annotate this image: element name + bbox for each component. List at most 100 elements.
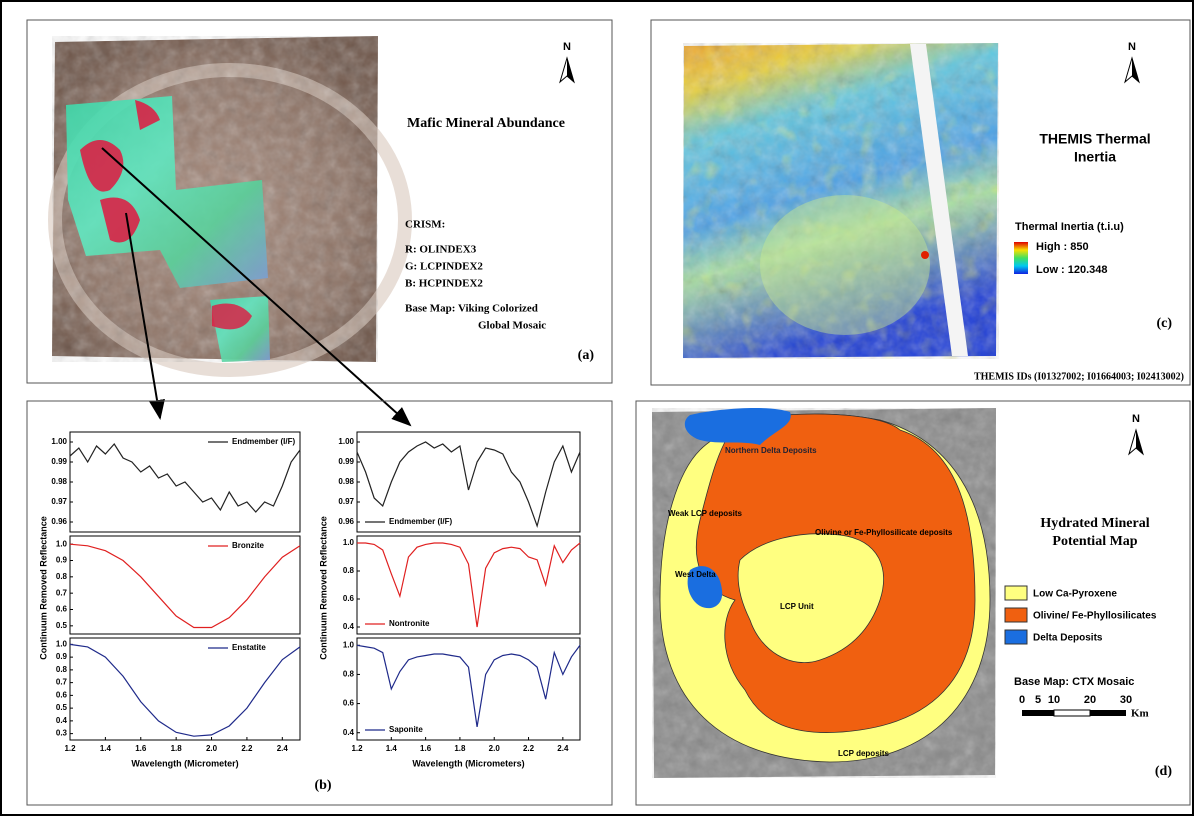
y-tick-label: 0.8: [343, 566, 355, 575]
x-tick-label: 1.2: [351, 744, 363, 753]
legend-swatch: [1005, 630, 1027, 644]
y-tick-label: 0.6: [343, 699, 355, 708]
x-axis-label: Wavelength (Micrometer): [131, 758, 238, 768]
x-tick-label: 2.2: [241, 744, 253, 753]
y-tick-label: 0.6: [56, 605, 68, 614]
legend-label: Saponite: [389, 725, 423, 734]
y-tick-label: 0.5: [56, 621, 68, 630]
panel-title: Potential Map: [1052, 534, 1137, 549]
y-tick-label: 0.3: [56, 729, 68, 738]
text: CRISM:: [405, 219, 445, 231]
y-tick-label: 0.7: [56, 678, 68, 687]
y-tick-label: 0.96: [338, 517, 354, 526]
scale-label: 30: [1120, 694, 1132, 706]
y-tick-label: 0.8: [56, 665, 68, 674]
north-label: N: [563, 41, 571, 53]
x-tick-label: 2.4: [557, 744, 569, 753]
y-tick-label: 0.6: [343, 594, 355, 603]
panel-title: Hydrated Mineral: [1040, 516, 1149, 531]
map-label: Weak LCP deposits: [668, 509, 743, 518]
y-tick-label: 0.9: [56, 652, 68, 661]
legend-swatch: [1005, 608, 1027, 622]
y-tick-label: 0.5: [56, 703, 68, 712]
legend-label: Delta Deposits: [1033, 633, 1103, 644]
x-tick-label: 1.6: [135, 744, 147, 753]
text: B: HCPINDEX2: [405, 278, 483, 290]
y-tick-label: 0.4: [343, 622, 355, 631]
page: {"panels":{ "a":{"title":"Mafic Mineral …: [0, 0, 1194, 821]
y-tick-label: 1.0: [343, 640, 355, 649]
y-tick-label: 0.8: [56, 572, 68, 581]
panel-label: (b): [314, 778, 331, 793]
x-tick-label: 1.2: [64, 744, 76, 753]
x-tick-label: 1.4: [100, 744, 112, 753]
legend-label: Low : 120.348: [1036, 264, 1108, 276]
legend-label: Bronzite: [232, 541, 265, 550]
scale-label: 5: [1035, 694, 1041, 706]
panel-label: (c): [1156, 316, 1172, 331]
scale-label: 10: [1048, 694, 1060, 706]
panel-label: (a): [578, 348, 595, 363]
scale-unit: Km: [1131, 708, 1149, 720]
y-tick-label: 1.0: [56, 639, 68, 648]
thermal-map: [683, 43, 999, 359]
legend-label: Endmember (I/F): [232, 437, 295, 446]
legend-title: Thermal Inertia (t.i.u): [1015, 221, 1124, 233]
y-tick-label: 0.9: [56, 556, 68, 565]
text: R: OLINDEX3: [405, 244, 477, 256]
map-label: West Delta: [675, 570, 716, 579]
y-tick-label: 1.0: [56, 539, 68, 548]
y-tick-label: 0.99: [338, 457, 354, 466]
y-tick-label: 0.96: [51, 517, 67, 526]
map-label: LCP deposits: [838, 749, 890, 758]
map-label: Olivine or Fe-Phyllosilicate deposits: [815, 528, 953, 537]
scale-bar: [1022, 710, 1126, 716]
scale-label: 20: [1084, 694, 1096, 706]
panel-title: Mafic Mineral Abundance: [407, 116, 565, 131]
y-tick-label: 0.8: [343, 670, 355, 679]
legend-label: Enstatite: [232, 643, 266, 652]
legend-label: Endmember (I/F): [389, 517, 452, 526]
ids: THEMIS IDs (I01327002; I01664003; I02413…: [974, 371, 1184, 382]
north-label: N: [1128, 41, 1136, 53]
mineral-map: [652, 408, 996, 778]
y-tick-label: 0.4: [56, 716, 68, 725]
base-map: Base Map: CTX Mosaic: [1014, 676, 1134, 688]
text: Base Map: Viking Colorized: [405, 303, 538, 315]
y-tick-label: 0.97: [51, 497, 67, 506]
north-label: N: [1132, 413, 1140, 425]
legend-label: High : 850: [1036, 241, 1089, 253]
figure: N Mafic Mineral Abundance CRISM: R: OLIN…: [0, 0, 1194, 816]
scale-label: 0: [1019, 694, 1025, 706]
x-tick-label: 1.8: [454, 744, 466, 753]
y-tick-label: 0.98: [338, 477, 354, 486]
map-label: LCP Unit: [780, 602, 814, 611]
x-tick-label: 1.4: [386, 744, 398, 753]
y-tick-label: 0.7: [56, 588, 68, 597]
x-tick-label: 1.6: [420, 744, 432, 753]
y-tick-label: 0.97: [338, 497, 354, 506]
x-tick-label: 2.0: [489, 744, 501, 753]
y-tick-label: 1.0: [343, 538, 355, 547]
text: Global Mosaic: [478, 320, 546, 332]
y-tick-label: 0.98: [51, 477, 67, 486]
crater-map: [52, 36, 405, 370]
y-axis-label: Continuum Removed Reflectance: [318, 516, 328, 660]
x-tick-label: 2.0: [206, 744, 218, 753]
y-axis-label: Continuum Removed Reflectance: [38, 516, 48, 660]
x-tick-label: 2.2: [523, 744, 535, 753]
panel-title: THEMIS Thermal: [1039, 131, 1150, 147]
y-tick-label: 0.99: [51, 457, 67, 466]
y-tick-label: 0.4: [343, 728, 355, 737]
x-tick-label: 2.4: [277, 744, 289, 753]
map-label: Northern Delta Deposits: [725, 446, 817, 455]
text: G: LCPINDEX2: [405, 261, 483, 273]
y-tick-label: 1.00: [51, 437, 67, 446]
panel-title: Inertia: [1074, 149, 1116, 165]
x-axis-label: Wavelength (Micrometers): [412, 758, 524, 768]
color-ramp: [1014, 242, 1028, 274]
legend-label: Olivine/ Fe-Phyllosilicates: [1033, 611, 1157, 622]
legend-label: Low Ca-Pyroxene: [1033, 589, 1117, 600]
y-tick-label: 0.6: [56, 690, 68, 699]
legend-label: Nontronite: [389, 619, 430, 628]
